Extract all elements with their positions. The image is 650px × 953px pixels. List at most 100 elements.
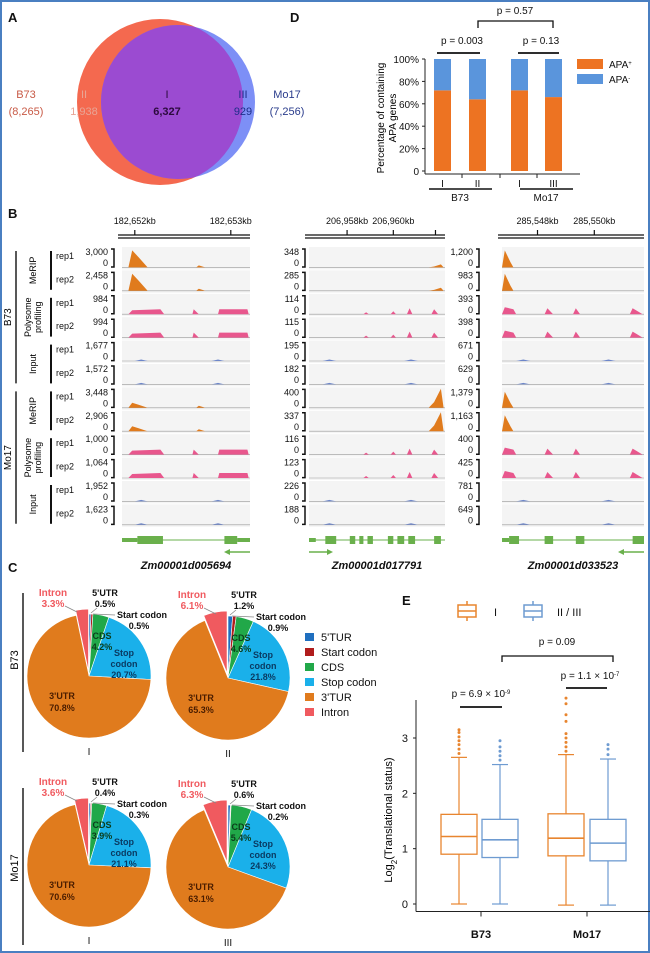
- leader-line: [229, 798, 237, 805]
- track-bracket: [476, 505, 480, 526]
- pie-value-stop-codon: 20.7%: [111, 670, 137, 680]
- p-value-mo17: p = 1.1 × 10-7: [561, 671, 620, 682]
- strand-arrowhead-icon: [327, 549, 333, 555]
- track-bracket: [302, 388, 306, 409]
- pie-value-cds: 4.2%: [92, 642, 113, 652]
- track-scale-max: 3,448: [85, 387, 108, 397]
- pie-label-stop-codon-2: codon: [111, 659, 138, 669]
- track-signal: [122, 523, 250, 525]
- outlier-point: [564, 702, 568, 706]
- coordinate-label: 206,960kb: [372, 216, 414, 226]
- box-b73-ii-iii: [481, 739, 519, 905]
- leader-line: [64, 794, 78, 802]
- y-tick-label: 2: [402, 788, 408, 800]
- track-bracket: [302, 505, 306, 526]
- track-scale-min: 0: [294, 258, 299, 268]
- pie-value-start-codon: 0.2%: [268, 812, 289, 822]
- track-scale-min: 0: [103, 328, 108, 338]
- outlier-point: [564, 719, 568, 723]
- legend-label-ii-iii: II / III: [557, 607, 581, 619]
- track-bracket: [476, 458, 480, 479]
- pie-label-cds: CDS: [92, 631, 111, 641]
- outlier-point: [457, 730, 461, 734]
- outlier-point: [606, 747, 610, 751]
- track-scale-min: 0: [103, 305, 108, 315]
- track-signal: [309, 388, 445, 408]
- pie-label-5utr: 5'UTR: [231, 590, 257, 600]
- gene-exon: [434, 536, 441, 544]
- track-scale-max: 398: [458, 317, 473, 327]
- rep-label: rep2: [56, 368, 74, 378]
- track-bracket: [476, 271, 480, 292]
- track-bracket: [302, 458, 306, 479]
- gene-exon: [349, 536, 356, 544]
- pie-value-intron: 6.1%: [181, 601, 204, 612]
- track-scale-max: 188: [284, 504, 299, 514]
- pie-label-intron: Intron: [178, 590, 206, 601]
- y-label-base: Log: [383, 864, 395, 882]
- pie-value-cds: 5.4%: [231, 833, 252, 843]
- track-signal: [309, 499, 445, 502]
- genotype-label-b73: B73: [3, 308, 14, 326]
- track-scale-min: 0: [103, 375, 108, 385]
- track-background: [502, 481, 644, 504]
- pie-value-start-codon: 0.5%: [129, 621, 150, 631]
- pie-label-intron: Intron: [39, 588, 67, 599]
- pie-value-5utr: 0.4%: [95, 788, 116, 798]
- track-background: [122, 340, 250, 363]
- track-bracket: [111, 248, 115, 268]
- leader-line: [90, 607, 98, 614]
- track-scale-max: 1,163: [450, 411, 473, 421]
- panel-label-B: B: [8, 206, 17, 221]
- track-background: [309, 434, 445, 457]
- track-background: [309, 504, 445, 527]
- track-scale-max: 195: [284, 341, 299, 351]
- rep-label: rep2: [56, 321, 74, 331]
- gene-exon: [509, 536, 520, 544]
- track-bracket: [302, 435, 306, 455]
- track-bracket: [302, 365, 306, 385]
- legend-swatch: [305, 663, 314, 671]
- track-scale-min: 0: [294, 305, 299, 315]
- track-scale-min: 0: [103, 445, 108, 455]
- track-scale-max: 1,952: [85, 481, 108, 491]
- track-background: [309, 247, 445, 270]
- track-bracket: [302, 248, 306, 268]
- track-signal: [122, 332, 250, 338]
- track-scale-max: 984: [93, 294, 108, 304]
- pie-value-stop-codon: 21.1%: [111, 859, 137, 869]
- track-bracket: [476, 318, 480, 338]
- bar-apa-pos: [545, 97, 562, 171]
- track-bracket: [111, 271, 115, 292]
- pie-slice-stop-codon: [227, 621, 291, 692]
- track-scale-max: 1,064: [85, 458, 108, 468]
- track-scale-max: 348: [284, 247, 299, 257]
- outlier-point: [457, 751, 461, 755]
- rep-label: rep2: [56, 462, 74, 472]
- bar-apa-neg: [511, 59, 528, 91]
- gene-exon: [502, 538, 510, 542]
- legend-label-apa-neg: APA-: [609, 75, 630, 86]
- bar-apa-neg: [469, 59, 486, 100]
- track-scale-min: 0: [294, 492, 299, 502]
- venn-set-total-mo17: (7,256): [270, 106, 305, 118]
- track-background: [502, 340, 644, 363]
- pie-slice-3-utr: [165, 620, 289, 741]
- legend-swatch: [305, 648, 314, 656]
- track-signal: [122, 273, 250, 291]
- y-tick-label: 3: [402, 733, 408, 745]
- outlier-point: [498, 739, 502, 743]
- track-scale-max: 629: [458, 364, 473, 374]
- box-iqr: [589, 818, 627, 862]
- venn-region-label-II: II: [81, 89, 87, 101]
- track-scale-min: 0: [294, 469, 299, 479]
- track-scale-max: 123: [284, 458, 299, 468]
- track-scale-min: 0: [294, 375, 299, 385]
- y-label-rest: (Translational status): [383, 757, 395, 859]
- y-tick-label: 40%: [399, 122, 419, 133]
- legend-label-i: I: [494, 607, 497, 619]
- legend-box-ii-iii-icon: [523, 601, 543, 621]
- legend-label: 5'TUR: [321, 632, 352, 644]
